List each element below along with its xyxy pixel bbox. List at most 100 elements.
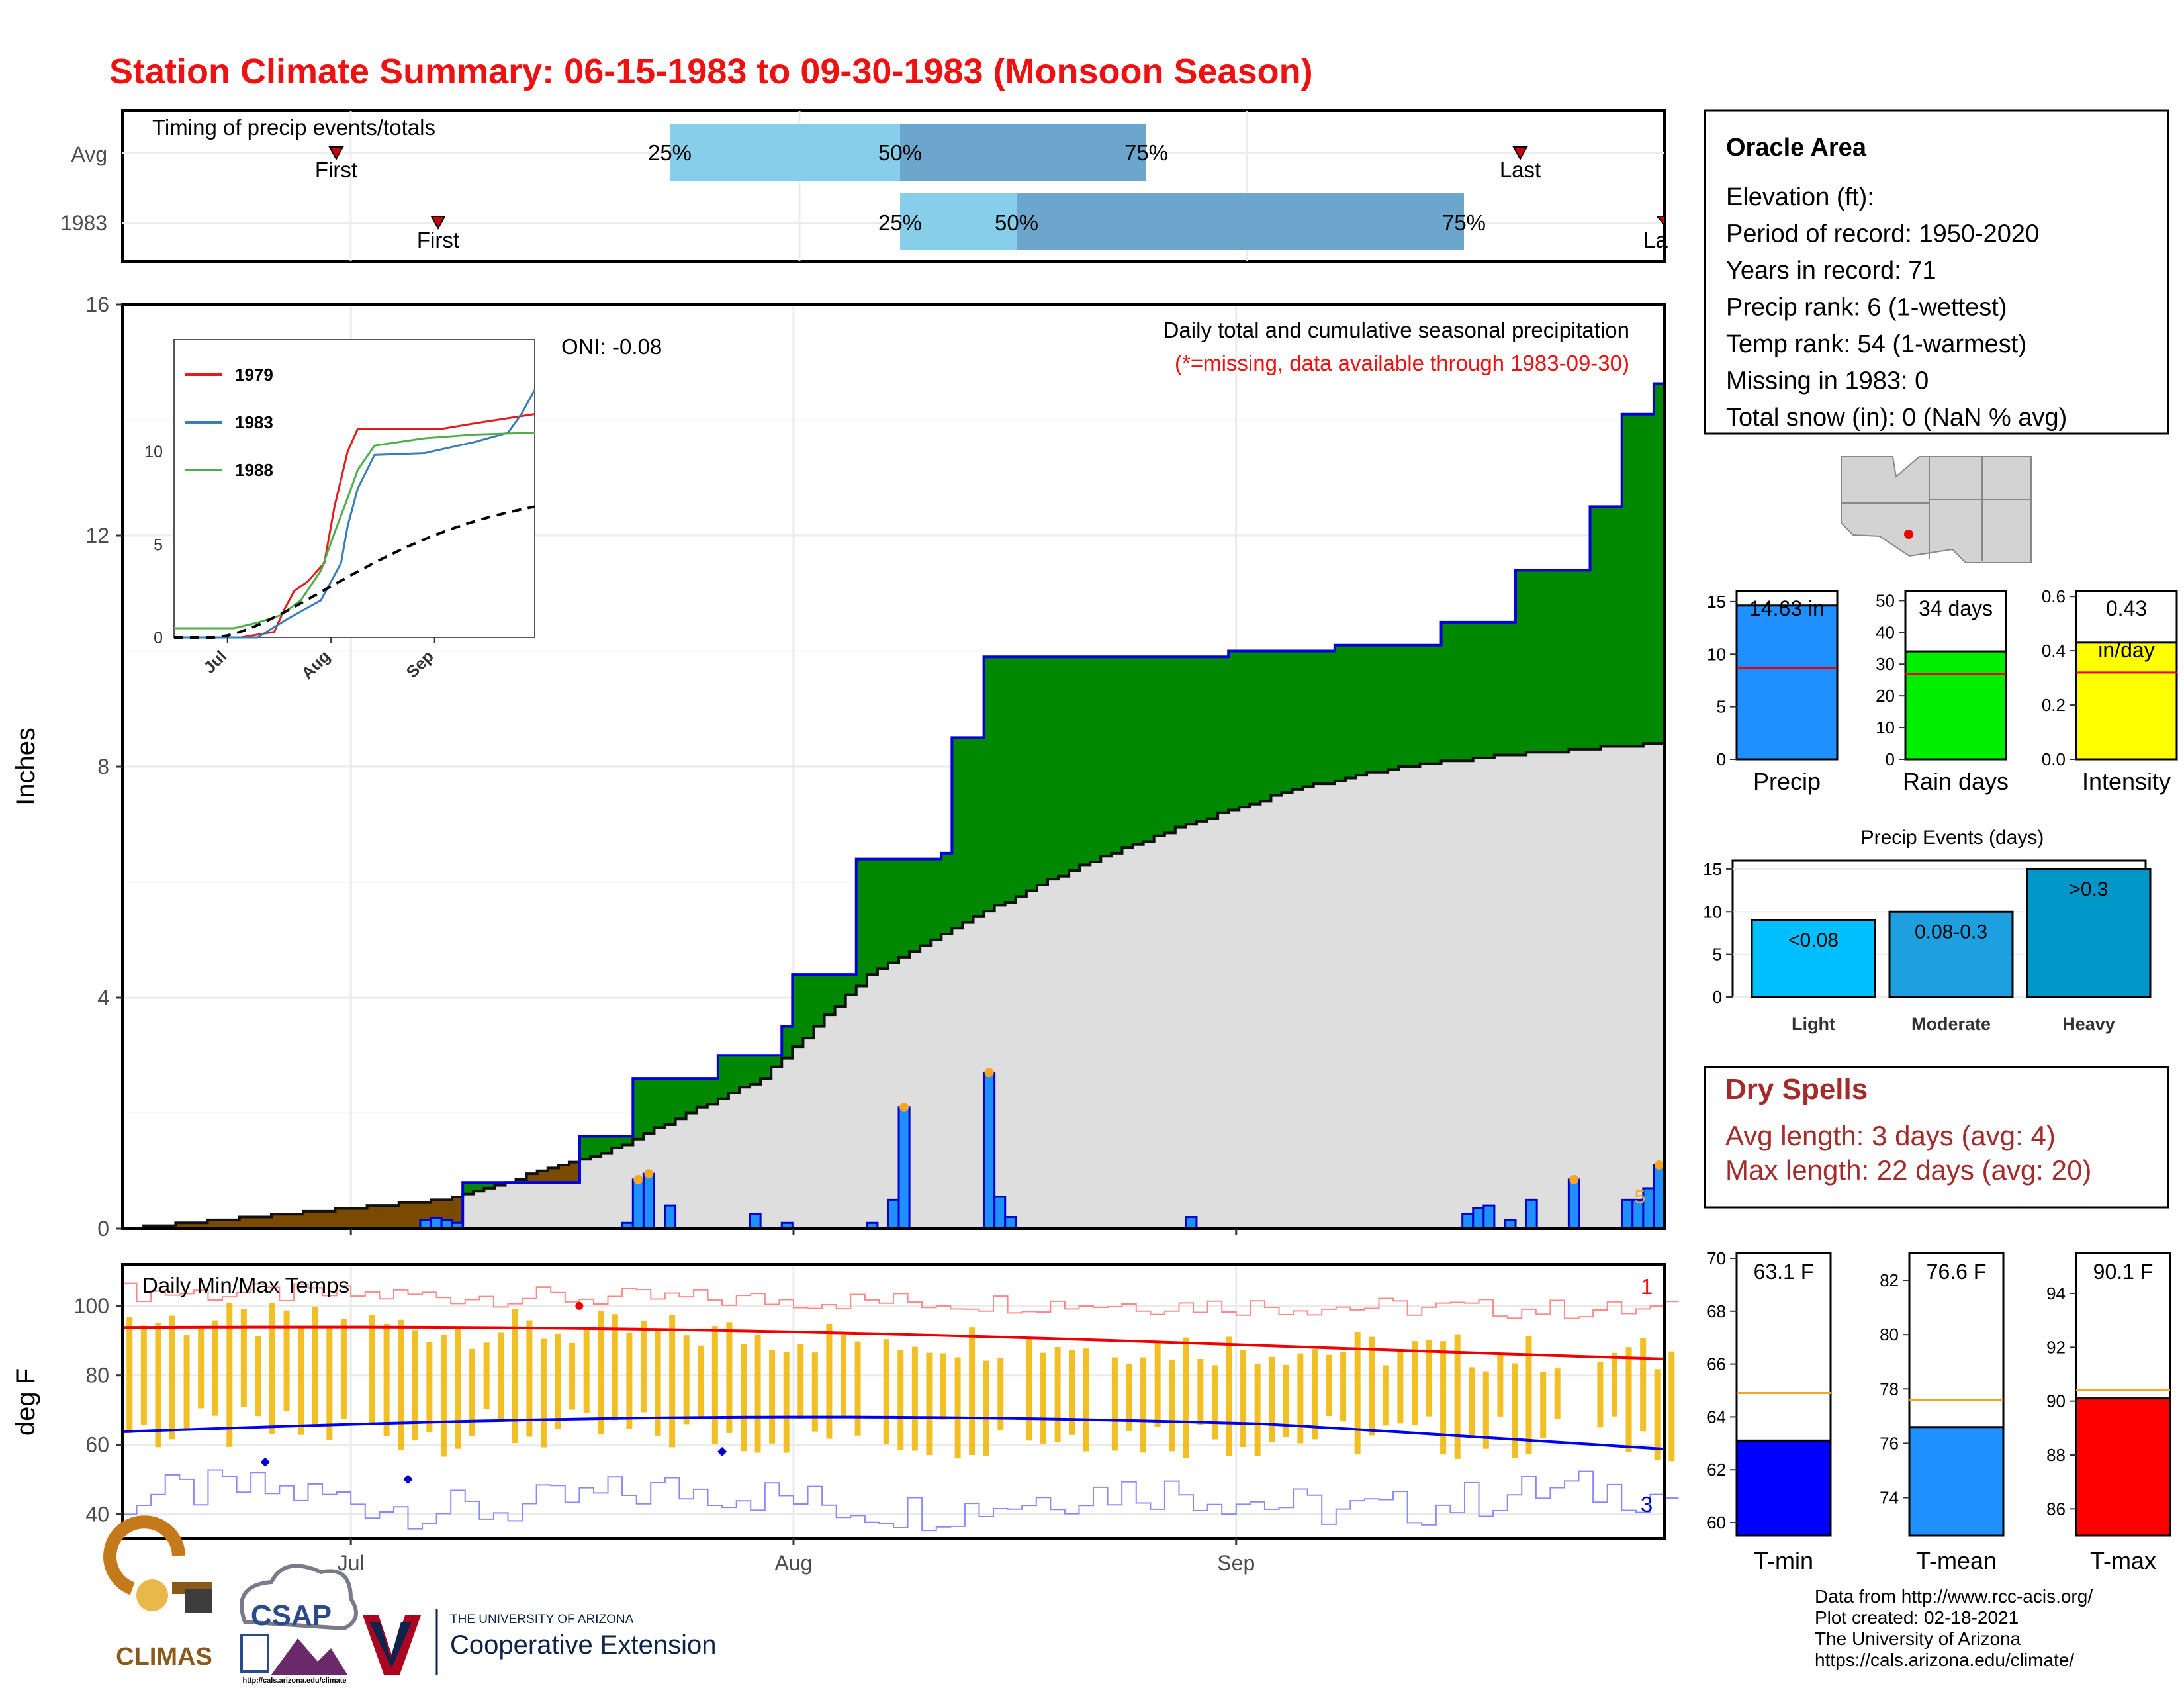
deficit-area bbox=[144, 1225, 155, 1229]
surplus-area bbox=[1281, 651, 1293, 793]
surplus-area bbox=[643, 1078, 655, 1134]
avg-last-label: Last bbox=[1500, 158, 1541, 182]
mini-bar-unit-label: in/day bbox=[2098, 638, 2154, 662]
y-tick-label: 4 bbox=[97, 986, 109, 1009]
station-info-line: Years in record: 71 bbox=[1726, 257, 1936, 285]
y-tick-label: 60 bbox=[85, 1433, 109, 1457]
temp-bar-value-label: 90.1 F bbox=[2093, 1260, 2154, 1284]
year-label: 1983 bbox=[60, 211, 107, 235]
deficit-area bbox=[324, 1211, 336, 1229]
events-title: Precip Events (days) bbox=[1861, 827, 2044, 849]
event-bar-label: >0.3 bbox=[2069, 878, 2108, 900]
y-tick-label: 76 bbox=[1880, 1433, 1899, 1453]
heavy-event-marker bbox=[984, 1068, 994, 1078]
surplus-area bbox=[1483, 622, 1495, 758]
deficit-area bbox=[547, 1168, 559, 1183]
surplus-area bbox=[824, 974, 836, 1015]
surplus-area bbox=[728, 1055, 740, 1093]
surplus-area bbox=[1026, 657, 1038, 891]
y-tick-label: 92 bbox=[2046, 1337, 2066, 1357]
surplus-area bbox=[803, 974, 815, 1039]
surplus-area bbox=[1048, 657, 1059, 880]
surplus-area bbox=[994, 657, 1006, 906]
surplus-area bbox=[1621, 414, 1633, 747]
surplus-area bbox=[664, 1078, 676, 1125]
surplus-area bbox=[782, 1026, 793, 1058]
year-last-marker bbox=[1655, 216, 1665, 227]
y-tick-label: 80 bbox=[85, 1364, 109, 1387]
footer-line: The University of Arizona bbox=[1815, 1628, 2021, 1649]
surplus-area bbox=[707, 1078, 719, 1105]
climas-logo-text: CLIMAS bbox=[116, 1643, 212, 1671]
y-tick-label: 8 bbox=[97, 755, 109, 778]
inset-average-line bbox=[174, 505, 535, 639]
y-tick-label: 5 bbox=[1713, 945, 1722, 964]
surplus-area bbox=[983, 657, 995, 912]
mini-bar-value-label: 0.43 bbox=[2106, 596, 2147, 620]
year-last-label: La bbox=[1643, 228, 1668, 252]
min-record-count: 3 bbox=[1641, 1492, 1653, 1517]
deficit-area bbox=[260, 1217, 272, 1229]
surplus-area bbox=[1611, 506, 1623, 747]
surplus-area bbox=[1526, 570, 1537, 753]
y-tick-label: 100 bbox=[74, 1294, 109, 1318]
surplus-area bbox=[962, 737, 974, 923]
daily-precip-bar bbox=[1004, 1216, 1017, 1230]
surplus-area bbox=[1632, 414, 1644, 747]
record-max-marker bbox=[575, 1301, 584, 1310]
heavy-event-marker bbox=[644, 1169, 654, 1179]
y-tick-label: 0.2 bbox=[2042, 695, 2066, 715]
mini-bar-name: Intensity bbox=[2082, 768, 2171, 795]
daily-precip-bar bbox=[897, 1106, 911, 1230]
daily-precip-bar bbox=[642, 1172, 655, 1230]
deficit-area bbox=[398, 1202, 410, 1229]
surplus-area bbox=[856, 859, 868, 986]
surplus-area bbox=[1250, 651, 1261, 804]
inset-legend-label: 1983 bbox=[235, 412, 273, 432]
surplus-area bbox=[909, 859, 921, 952]
surplus-area bbox=[1292, 651, 1304, 790]
temp-bar-value-label: 63.1 F bbox=[1754, 1260, 1814, 1284]
average-min-line bbox=[122, 1415, 1665, 1451]
heavy-event-marker bbox=[899, 1102, 909, 1112]
station-info-box: Oracle Area Elevation (ft): Period of rec… bbox=[1704, 109, 2169, 435]
dry-spells-max: Max length: 22 days (avg: 20) bbox=[1725, 1154, 2091, 1186]
csap-logo-text: CSAP bbox=[251, 1599, 332, 1632]
temp-bar-chart: 60 62 64 66 68 70 63.1 F T-min bbox=[1707, 1248, 1832, 1574]
avg-first-marker bbox=[328, 146, 344, 161]
mini-bar-chart: 0 5 10 15 14.63 in Precip bbox=[1707, 590, 1839, 795]
daily-precip-bar bbox=[1621, 1198, 1634, 1230]
y-tick-label: 40 bbox=[1876, 622, 1895, 642]
avg-q25-label: 25% bbox=[648, 140, 692, 165]
inset-legend-label: 1988 bbox=[235, 460, 273, 480]
surplus-area bbox=[590, 1136, 602, 1156]
surplus-area bbox=[1516, 570, 1527, 755]
year-q50-q75-bar bbox=[1017, 193, 1464, 250]
csap-url: http://cals.arizona.edu/climate bbox=[242, 1677, 346, 1685]
y-tick-label: 20 bbox=[1876, 686, 1895, 706]
y-tick-label: 0 bbox=[1717, 749, 1726, 769]
surplus-area bbox=[1154, 657, 1165, 836]
ua-small-text: THE UNIVERSITY OF ARIZONA bbox=[450, 1613, 634, 1626]
y-tick-label: 5 bbox=[1717, 697, 1726, 717]
surplus-area bbox=[1504, 622, 1516, 755]
station-info-line: Total snow (in): 0 (NaN % avg) bbox=[1726, 404, 2067, 432]
station-name: Oracle Area bbox=[1726, 134, 1867, 162]
climas-logo: CLIMAS bbox=[103, 1515, 212, 1671]
surplus-area bbox=[792, 974, 804, 1047]
daily-precip-bar bbox=[1482, 1204, 1496, 1230]
y-tick-label: 15 bbox=[1707, 592, 1726, 612]
surplus-area bbox=[1420, 645, 1432, 764]
y-tick-label: 40 bbox=[85, 1502, 109, 1526]
year-q75-label: 75% bbox=[1442, 211, 1486, 235]
deficit-area bbox=[452, 1197, 463, 1229]
surplus-area bbox=[1111, 657, 1123, 853]
surplus-area bbox=[1558, 570, 1569, 753]
surplus-area bbox=[1015, 657, 1027, 897]
y-tick-label: 68 bbox=[1707, 1301, 1726, 1321]
deficit-area bbox=[228, 1219, 240, 1229]
y-tick-label: 0.0 bbox=[2042, 749, 2066, 769]
